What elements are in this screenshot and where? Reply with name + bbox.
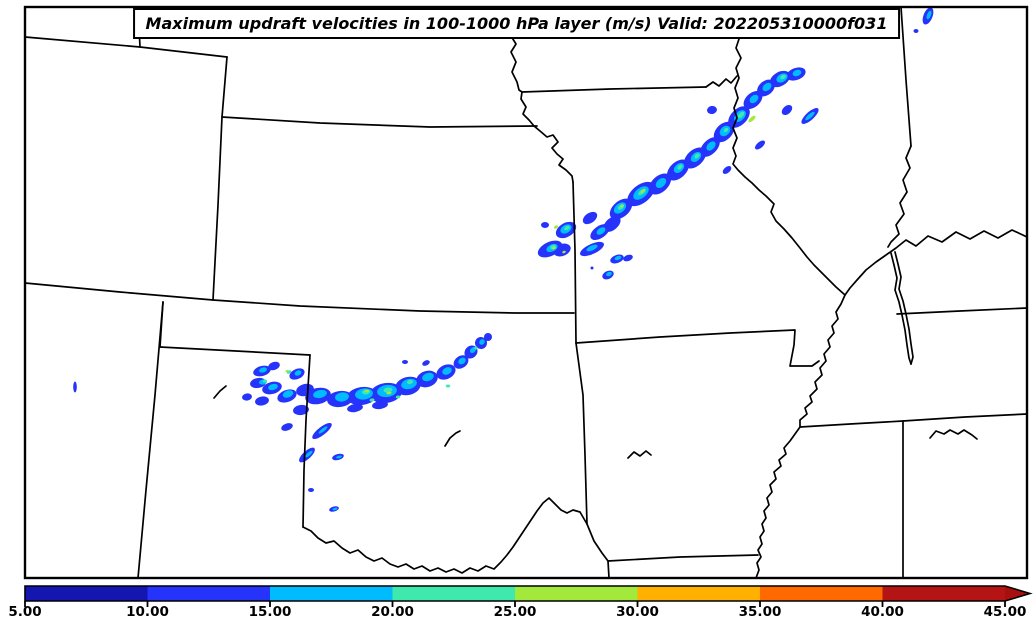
colorbar-segment [515,586,638,601]
colorbar-tick-label: 35.00 [738,604,782,620]
storm-fill-25-30 [285,369,392,395]
colorbar-segment [637,586,760,601]
storm-fill-25-30 [552,115,756,254]
chart-title: Maximum updraft velocities in 100-1000 h… [145,14,888,33]
border-texas-oklahoma-100w [302,354,311,528]
border-arkansas-louisiana [607,554,759,562]
tennessee-river-alabama [929,429,978,440]
wabash-river [887,145,912,248]
border-illinois-indiana [900,6,912,147]
border-kentucky-tennessee [896,307,1028,315]
colorbar-segment [882,586,1005,601]
colorbar-svg [24,585,1033,607]
border-missouri-arkansas-bootheel [575,329,820,367]
border-kansas-oklahoma-37n [24,282,575,314]
storm-cluster-texas-panhandle-oklahoma [73,333,492,512]
colorbar-tick-label: 20.00 [371,604,414,620]
colorbar-segment [392,586,515,601]
colorbar-extend-arrow [1005,586,1030,601]
state-boundaries [24,6,1028,579]
colorbar-tick-label: 10.00 [126,604,169,620]
red-river [302,497,588,574]
tennessee-river-kentucky-lake-west [890,252,912,365]
storm-cluster-kansas-missouri [537,7,934,280]
colorbar-tick-label: 40.00 [861,604,904,620]
colorbar-tick-label: 25.00 [493,604,537,620]
canadian-river-squiggle [444,430,461,447]
mississippi-river-lower [755,294,846,579]
border-tennessee-mississippi-35n [799,413,1028,428]
border-kansas-nebraska-40n [221,116,538,128]
ohio-river [844,229,1028,296]
border-colorado-north [24,36,228,58]
border-ok-panhandle-south [159,346,311,356]
storm-fill-20-25 [263,346,478,402]
river-boundaries [213,35,1028,579]
map-frame [23,5,1029,580]
border-iowa-missouri [521,86,707,93]
colorbar-segment [147,586,270,601]
border-colorado-east [212,56,228,301]
mississippi-river-upper [732,35,846,296]
colorbar-outline [24,585,1033,602]
cimarron-river-squiggle [213,385,227,399]
colorbar-labels: 5.00 10.00 15.00 20.00 25.00 30.00 35.00 40.00 4… [0,604,1033,624]
storm-fill-15-20 [259,339,485,511]
colorbar-tick-label: 45.00 [983,604,1027,620]
border-kansas-missouri [572,181,577,344]
tennessee-river-kentucky-lake-east [894,251,914,365]
colorbar-tick-label: 5.00 [8,604,42,620]
storm-fill-10-15 [73,333,492,512]
colorbar-segment [270,586,393,601]
arkansas-river-squiggle [627,450,652,459]
border-texas-arkansas-louisiana [586,523,610,579]
missouri-river [510,35,574,183]
des-moines-river [705,75,738,88]
colorbar-tick-label: 30.00 [616,604,659,620]
colorbar-segment [760,586,883,601]
colorbar-segment [25,586,148,601]
chart-title-box: Maximum updraft velocities in 100-1000 h… [132,8,901,39]
colorbar-tick-label: 15.00 [248,604,292,620]
border-newmexico-texas [137,301,164,579]
border-oklahoma-arkansas [575,342,588,525]
